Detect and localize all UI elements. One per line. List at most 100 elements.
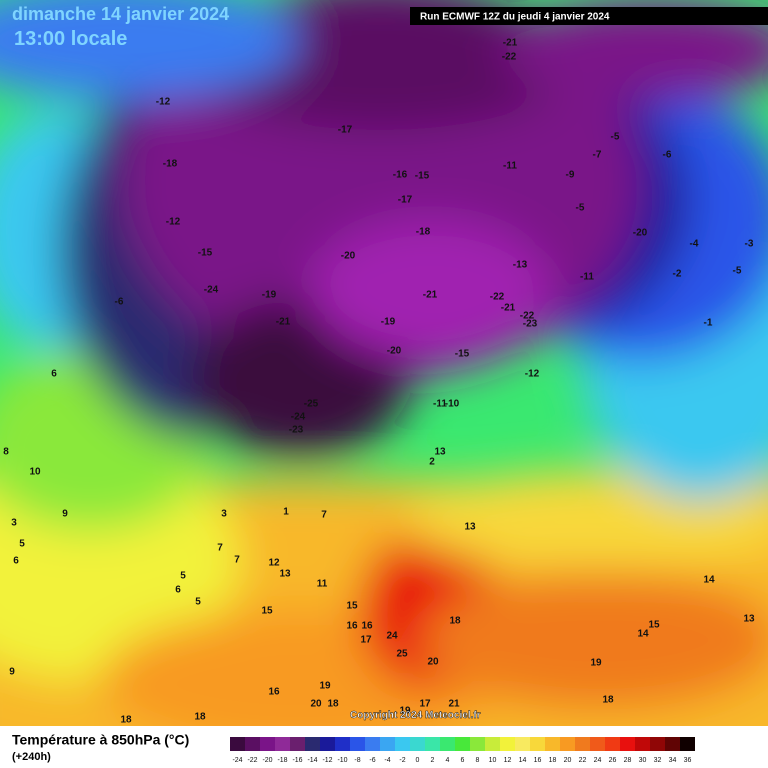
colorbar-tick-label: 4: [446, 757, 450, 764]
isotherm-label: 14: [703, 575, 715, 586]
isotherm-label: -23: [289, 425, 304, 436]
colorbar-swatch: [260, 737, 275, 751]
colorbar-tick-label: -18: [277, 757, 287, 764]
isotherm-label: -21: [423, 290, 438, 301]
colorbar-swatch: [515, 737, 530, 751]
isotherm-label: -24: [204, 285, 219, 296]
isotherm-label: 13: [464, 522, 476, 533]
isotherm-label: 15: [346, 601, 358, 612]
colorbar-swatch: [230, 737, 245, 751]
isotherm-label: -5: [733, 266, 742, 277]
colorbar-swatch: [530, 737, 545, 751]
colorbar-swatch: [650, 737, 665, 751]
colorbar-tick-label: -20: [262, 757, 272, 764]
isotherm-label: -18: [416, 227, 431, 238]
colorbar-tick-label: 32: [654, 757, 662, 764]
isotherm-label: 15: [648, 620, 660, 631]
colorbar-tick-label: 26: [609, 757, 617, 764]
colorbar-tick-label: 34: [669, 757, 677, 764]
isotherm-label: 6: [13, 556, 19, 567]
isotherm-label: -17: [338, 125, 353, 136]
colorbar-tick-label: 36: [684, 757, 692, 764]
colorbar-tick-label: -22: [247, 757, 257, 764]
colorbar-swatch: [455, 737, 470, 751]
isotherm-label: 7: [234, 555, 240, 566]
isotherm-label: -18: [163, 159, 178, 170]
isotherm-label: 3: [11, 518, 17, 529]
isotherm-label: -15: [455, 349, 470, 360]
isotherm-label: -10: [445, 399, 460, 410]
isotherm-label: 13: [279, 569, 291, 580]
isotherm-label: 18: [120, 715, 132, 726]
colorbar-tick-label: 2: [431, 757, 435, 764]
colorbar-swatch: [635, 737, 650, 751]
isotherm-label: -22: [502, 52, 517, 63]
isotherm-label: -16: [393, 170, 408, 181]
colorbar-swatch: [560, 737, 575, 751]
isotherm-label: 17: [360, 635, 372, 646]
isotherm-label: -4: [690, 239, 699, 250]
isotherm-label: -20: [341, 251, 356, 262]
colorbar-swatch: [380, 737, 395, 751]
isotherm-label: 13: [434, 447, 446, 458]
isotherm-label: -15: [198, 248, 213, 259]
isotherm-label: 10: [29, 467, 41, 478]
isotherm-label: -19: [381, 317, 396, 328]
colorbar-tick-label: 6: [461, 757, 465, 764]
isotherm-label: 18: [449, 616, 461, 627]
isotherm-label: -11: [433, 399, 447, 410]
isotherm-label: 5: [19, 539, 25, 550]
isotherm-label: 2: [429, 457, 435, 468]
colorbar-tick-label: 20: [564, 757, 572, 764]
colorbar-tick-label: -16: [292, 757, 302, 764]
colorbar-tick-label: 12: [504, 757, 512, 764]
isotherm-label: -13: [513, 260, 528, 271]
colorbar-swatch: [335, 737, 350, 751]
isotherm-label: 7: [321, 510, 327, 521]
colorbar-tick-label: 14: [519, 757, 527, 764]
colorbar-swatch: [605, 737, 620, 751]
isotherm-label: -15: [415, 171, 430, 182]
isotherm-label: -22: [490, 292, 505, 303]
isotherm-label: 11: [317, 579, 328, 590]
isotherm-label: -1: [704, 318, 713, 329]
isotherm-label: -7: [593, 150, 602, 161]
colorbar-swatch: [350, 737, 365, 751]
colorbar-tick-label: -6: [369, 757, 375, 764]
colorbar-tick-label: -12: [322, 757, 332, 764]
colorbar-swatch: [320, 737, 335, 751]
isotherm-label: -5: [611, 132, 620, 143]
isotherm-label: -21: [501, 303, 516, 314]
isotherm-label: 20: [310, 699, 322, 710]
isotherm-label: -5: [576, 203, 585, 214]
isotherm-label: 12: [268, 558, 280, 569]
isotherm-label: -17: [398, 195, 413, 206]
isotherm-label: 8: [3, 447, 9, 458]
isotherm-label: 14: [637, 629, 649, 640]
colorbar-tick-label: -8: [354, 757, 360, 764]
colorbar-swatch: [425, 737, 440, 751]
isotherm-label: 15: [261, 606, 273, 617]
isotherm-label: 1: [283, 507, 289, 518]
isotherm-label: 24: [386, 631, 398, 642]
colorbar-swatch: [245, 737, 260, 751]
colorbar-tick-label: 8: [476, 757, 480, 764]
isotherm-label: -12: [166, 217, 181, 228]
isotherm-label: 16: [361, 621, 373, 632]
local-time: 13:00 locale: [14, 28, 127, 50]
colorbar-swatch: [680, 737, 695, 751]
colorbar-tick-label: 30: [639, 757, 647, 764]
map-labels: -12-18-17-16 -15-17-18-20-21-19-20 -15-12-…: [3, 38, 755, 726]
isotherm-label: -25: [304, 399, 319, 410]
isotherm-label: 18: [194, 712, 206, 723]
colorbar-tick-label: 10: [489, 757, 497, 764]
colorbar-swatch: [590, 737, 605, 751]
isotherm-label: -2: [673, 269, 682, 280]
isotherm-label: -21: [276, 317, 291, 328]
colorbar-swatch: [410, 737, 425, 751]
colorbar-swatch: [365, 737, 380, 751]
colorbar-tick-label: 0: [416, 757, 420, 764]
isotherm-label: 5: [195, 597, 201, 608]
